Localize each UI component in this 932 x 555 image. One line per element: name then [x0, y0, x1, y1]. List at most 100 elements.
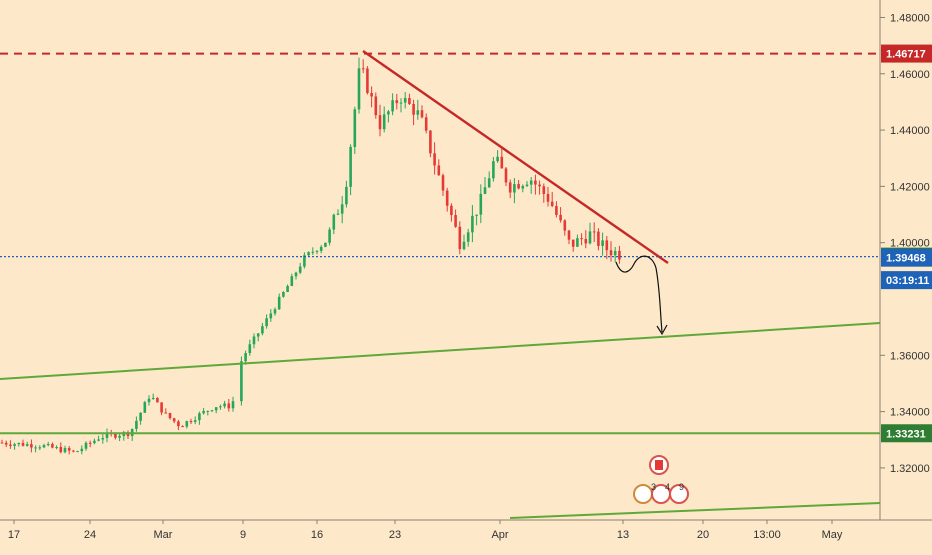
candle-body [311, 251, 315, 253]
candle-body [143, 402, 147, 413]
candle-body [361, 68, 365, 70]
candle-body [277, 296, 281, 310]
price-axis[interactable]: 1.48000 1.46000 1.44000 1.42000 1.40000 1.360… [879, 0, 932, 520]
time-tick-label: Mar [154, 529, 173, 541]
candle-body [597, 231, 600, 246]
candle-body [450, 205, 453, 216]
candle-body [219, 406, 222, 408]
time-tick-label: 16 [311, 529, 323, 541]
time-axis[interactable]: 17 24 Mar 9 16 23 Apr 13 20 13:00 May [0, 519, 932, 541]
event-markers[interactable]: 3 4 9 [633, 455, 689, 504]
candle-body [441, 175, 445, 191]
candles-layer [0, 57, 621, 455]
candle-body [84, 442, 88, 449]
candle-body [567, 230, 571, 240]
price-tick-label: 1.40000 [890, 238, 930, 250]
candle-body [462, 241, 466, 250]
candle-body [340, 204, 344, 214]
candle-body [517, 184, 520, 189]
candle-body [496, 156, 499, 162]
candle-body [181, 426, 184, 428]
time-tick-label: 13:00 [753, 529, 781, 541]
candle-body [403, 97, 407, 103]
candle-body [93, 440, 96, 444]
candle-body [445, 190, 449, 206]
candle-body [273, 309, 277, 314]
lower-trendline[interactable] [509, 502, 881, 519]
candle-body [139, 412, 142, 421]
candle-body [290, 276, 294, 286]
candle-body [525, 184, 529, 186]
candle-body [202, 411, 205, 414]
candle-body [198, 413, 201, 421]
candle-body [420, 110, 424, 118]
us-flag-icon[interactable] [633, 484, 653, 504]
candle-body [105, 433, 109, 438]
candle-body [261, 326, 264, 334]
candle-body [332, 214, 336, 230]
time-tick-label: 13 [617, 529, 629, 541]
candle-body [618, 250, 621, 260]
candle-body [466, 232, 470, 242]
time-tick-label: 20 [697, 529, 709, 541]
candle-body [571, 239, 575, 247]
candle-body [21, 442, 25, 446]
candle-body [114, 433, 117, 438]
candle-body [193, 420, 197, 422]
candle-body [609, 250, 613, 256]
candle-body [38, 447, 42, 449]
candle-body [378, 115, 382, 130]
candle-body [508, 182, 512, 193]
candle-body [244, 353, 247, 362]
candle-body [17, 442, 21, 445]
canada-flag-center [655, 460, 663, 470]
candle-body [433, 153, 436, 166]
candle-body [576, 238, 579, 247]
candle-body [563, 220, 567, 231]
candle-body [189, 421, 193, 423]
candle-body [374, 96, 378, 116]
price-label: 03:19:11 [886, 275, 929, 287]
candle-body [30, 444, 33, 448]
candle-body [223, 403, 226, 407]
candle-body [345, 186, 348, 205]
candle-body [265, 318, 268, 327]
candle-body [408, 97, 411, 104]
candle-body [0, 442, 4, 444]
candle-body [580, 238, 583, 240]
candle-body [437, 165, 441, 176]
candle-body [269, 313, 273, 319]
price-tick-label: 1.32000 [890, 463, 930, 475]
candle-body [9, 444, 12, 446]
candle-body [483, 187, 487, 194]
us-flag-icon[interactable] [669, 484, 689, 504]
candle-body [542, 186, 546, 194]
candle-body [584, 239, 588, 244]
candle-body [504, 168, 508, 183]
candle-body [315, 250, 319, 252]
candle-body [214, 407, 218, 411]
rising-trendline[interactable] [0, 322, 881, 380]
candle-body [101, 437, 105, 440]
price-tick-label: 1.48000 [890, 12, 930, 24]
candle-body [487, 178, 491, 188]
candle-body [248, 344, 252, 354]
candle-body [353, 109, 357, 147]
candle-body [118, 435, 121, 438]
time-tick-label: 24 [84, 529, 96, 541]
candle-body [324, 242, 327, 247]
candle-body [231, 401, 235, 409]
candle-body [67, 448, 71, 451]
projection-arrow [656, 324, 668, 336]
candle-body [88, 442, 92, 444]
candle-body [395, 100, 399, 104]
descending-trendline[interactable] [362, 50, 669, 264]
candle-body [613, 250, 617, 256]
price-label-box [881, 44, 932, 63]
price-tick-label: 1.44000 [890, 125, 930, 137]
price-tick-label: 1.46000 [890, 69, 930, 81]
candle-body [546, 193, 550, 202]
candle-body [412, 103, 415, 115]
